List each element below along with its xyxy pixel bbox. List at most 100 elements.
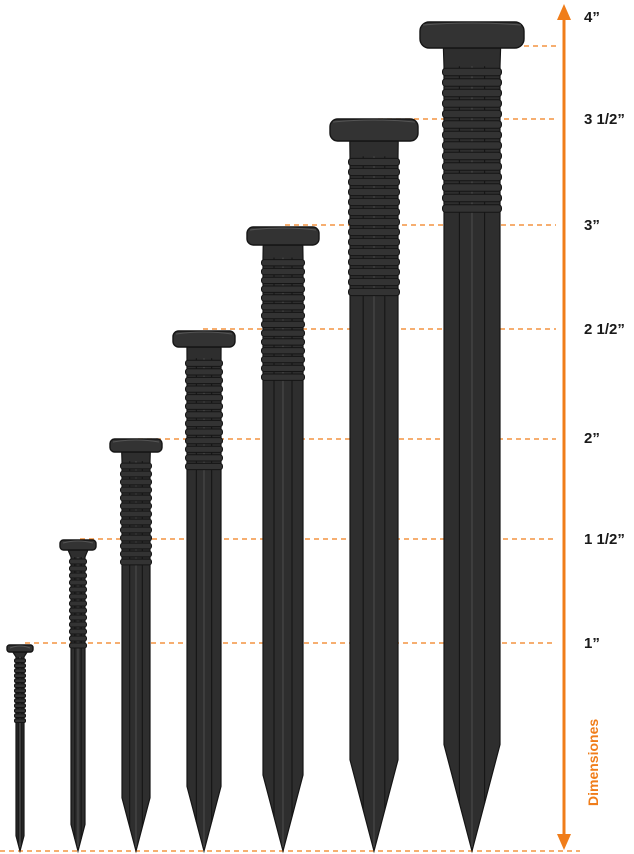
nail-head-highlight bbox=[62, 540, 94, 544]
nail-rib bbox=[185, 411, 223, 419]
nail-rib bbox=[442, 162, 502, 171]
nail-rib bbox=[120, 542, 152, 550]
nail-rib bbox=[69, 607, 87, 614]
size-label-2-1-2: 2 1/2” bbox=[584, 321, 625, 338]
nail-rib bbox=[120, 494, 152, 502]
nail-rib bbox=[185, 437, 223, 445]
nail-rib bbox=[14, 673, 26, 679]
nail-rib bbox=[69, 565, 87, 572]
nail-rib bbox=[120, 558, 152, 566]
nail-rib bbox=[261, 294, 305, 302]
nail-rib bbox=[185, 462, 223, 471]
nail-rib bbox=[442, 109, 502, 119]
nail-rib bbox=[442, 120, 502, 129]
nail-rib bbox=[120, 502, 152, 510]
nail-rib bbox=[442, 193, 502, 203]
nail-rib bbox=[120, 462, 152, 470]
nail-rib bbox=[120, 486, 152, 494]
nail-rib bbox=[261, 338, 305, 346]
arrow-up-icon bbox=[557, 4, 571, 20]
nail-rib bbox=[185, 394, 223, 402]
nail-rib bbox=[14, 683, 26, 689]
nail-rib bbox=[261, 285, 305, 293]
nail-head-highlight bbox=[332, 119, 416, 123]
nail-rib bbox=[69, 579, 87, 586]
size-label-1-1-2: 1 1/2” bbox=[584, 531, 625, 548]
nail-rib bbox=[14, 658, 26, 664]
nail-rib bbox=[14, 668, 26, 674]
nail-rib bbox=[348, 187, 400, 197]
nails-group bbox=[6, 21, 525, 854]
nail-rib bbox=[442, 172, 502, 182]
nail-rib bbox=[185, 454, 223, 462]
nail-rib bbox=[348, 177, 400, 187]
nail-rib bbox=[185, 359, 223, 367]
nail-head-highlight bbox=[422, 22, 522, 26]
nail-rib bbox=[69, 621, 87, 628]
nail-rib bbox=[69, 600, 87, 607]
nail-rib bbox=[185, 385, 223, 393]
nail-rib bbox=[442, 183, 502, 192]
nail-rib bbox=[14, 678, 26, 684]
nail-rib bbox=[69, 642, 87, 649]
size-label-3-1-2: 3 1/2” bbox=[584, 111, 625, 128]
arrow-down-icon bbox=[557, 834, 571, 850]
nail-rib bbox=[261, 320, 305, 329]
nail-head-highlight bbox=[175, 331, 233, 335]
nail-rib bbox=[14, 713, 26, 719]
nail-rib bbox=[442, 151, 502, 161]
nail-rib bbox=[261, 373, 305, 381]
nail-rib bbox=[69, 558, 87, 565]
nail-rib bbox=[14, 698, 26, 704]
nail-rib bbox=[261, 355, 305, 364]
nail-rib bbox=[348, 267, 400, 277]
dimension-arrow bbox=[557, 4, 571, 850]
nail-rib bbox=[69, 614, 87, 621]
nail-head bbox=[246, 226, 320, 246]
nail-head bbox=[59, 539, 97, 551]
nail-rib bbox=[185, 402, 223, 410]
size-labels: 4” 3 1/2” 3” 2 1/2” 2” 1 1/2” 1” bbox=[584, 9, 625, 652]
nail-rib bbox=[261, 311, 305, 320]
nail-rib bbox=[442, 88, 502, 98]
nail-head bbox=[109, 438, 163, 453]
nail-rib bbox=[69, 572, 87, 579]
nail-rib bbox=[14, 718, 26, 724]
nail-rib bbox=[261, 276, 305, 285]
nail-rib bbox=[120, 526, 152, 534]
nail-2 bbox=[59, 539, 97, 854]
size-label-1: 1” bbox=[584, 635, 600, 652]
nail-rib bbox=[120, 518, 152, 526]
nail-rib bbox=[348, 217, 400, 227]
nail-rib bbox=[14, 703, 26, 709]
nail-rib bbox=[348, 207, 400, 217]
dimension-title: Dimensiones bbox=[585, 719, 601, 806]
nail-rib bbox=[185, 376, 223, 385]
nail-head-highlight bbox=[112, 439, 160, 443]
nail-rib bbox=[69, 635, 87, 642]
nail-rib bbox=[348, 167, 400, 177]
nail-6 bbox=[329, 118, 419, 854]
nail-rib bbox=[120, 510, 152, 518]
nail-rib bbox=[348, 287, 400, 297]
nail-rib bbox=[442, 130, 502, 140]
nail-head bbox=[172, 330, 236, 348]
nail-rib bbox=[14, 693, 26, 699]
nail-rib bbox=[185, 419, 223, 428]
size-label-3: 3” bbox=[584, 217, 600, 234]
nail-rib bbox=[185, 428, 223, 436]
nail-rib bbox=[261, 259, 305, 267]
nail-rib bbox=[442, 141, 502, 150]
nail-rib bbox=[442, 204, 502, 213]
nail-rib bbox=[348, 257, 400, 267]
nail-rib bbox=[442, 67, 502, 77]
nail-rib bbox=[348, 247, 400, 257]
nail-5 bbox=[246, 226, 320, 854]
nail-head-highlight bbox=[9, 645, 31, 649]
nail-rib bbox=[261, 364, 305, 373]
nail-1 bbox=[6, 644, 34, 854]
nail-rib bbox=[14, 708, 26, 714]
nail-4 bbox=[172, 330, 236, 854]
size-label-2: 2” bbox=[584, 430, 600, 447]
nail-3 bbox=[109, 438, 163, 854]
